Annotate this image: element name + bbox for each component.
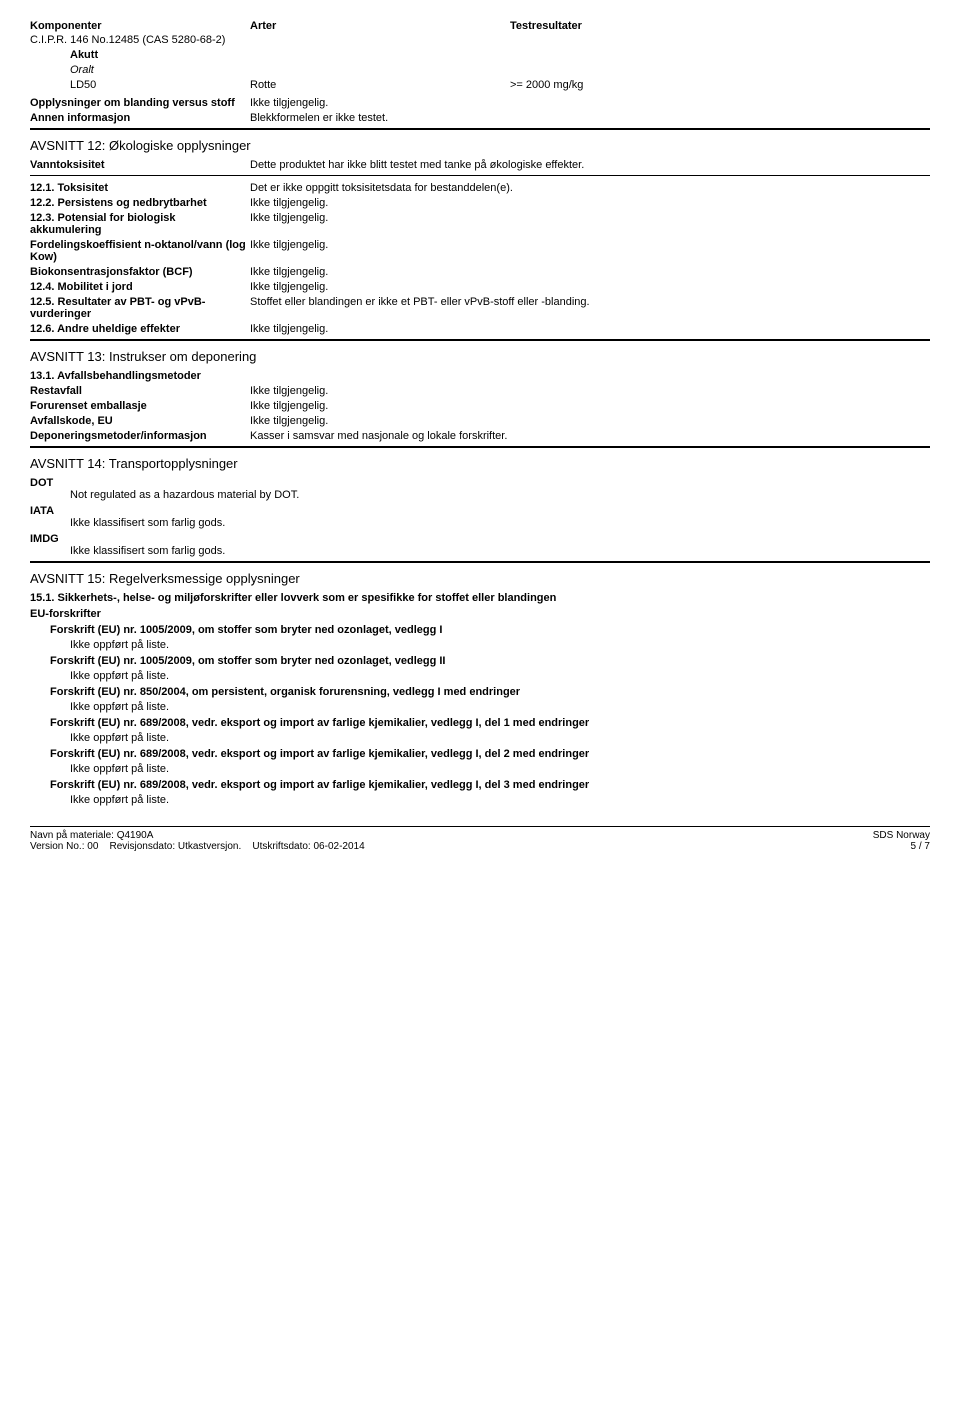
row-biokonsentrasjon: Biokonsentrasjonsfaktor (BCF) Ikke tilgj… [30, 266, 930, 278]
pers-value: Ikke tilgjengelig. [250, 197, 930, 209]
andre-value: Ikke tilgjengelig. [250, 323, 930, 335]
andre-label: 12.6. Andre uheldige effekter [30, 323, 250, 335]
version-no: Version No.: 00 [30, 841, 98, 852]
not-listed-5: Ikke oppført på liste. [70, 763, 930, 775]
row-mobilitet: 12.4. Mobilitet i jord Ikke tilgjengelig… [30, 281, 930, 293]
not-listed-3: Ikke oppført på liste. [70, 701, 930, 713]
material-name: Navn på materiale: Q4190A [30, 830, 365, 841]
pot-label: 12.3. Potensial for biologisk akkumuleri… [30, 212, 250, 236]
pers-label: 12.2. Persistens og nedbrytbarhet [30, 197, 250, 209]
not-listed-1: Ikke oppført på liste. [70, 639, 930, 651]
reg-3: Forskrift (EU) nr. 850/2004, om persiste… [50, 686, 930, 698]
blanding-label: Opplysninger om blanding versus stoff [30, 97, 250, 109]
bio-label: Biokonsentrasjonsfaktor (BCF) [30, 266, 250, 278]
row-vanntoksisitet: Vanntoksisitet Dette produktet har ikke … [30, 159, 930, 171]
ld50-label: LD50 [70, 79, 250, 91]
row-andre: 12.6. Andre uheldige effekter Ikke tilgj… [30, 323, 930, 335]
divider [30, 175, 930, 176]
divider [30, 339, 930, 341]
print-date: Utskriftsdato: 06-02-2014 [252, 841, 364, 852]
rest-label: Restavfall [30, 385, 250, 397]
pbt-value: Stoffet eller blandingen er ikke et PBT-… [250, 296, 930, 320]
avf-value: Ikke tilgjengelig. [250, 415, 930, 427]
section-13-sub: 13.1. Avfallsbehandlingsmetoder [30, 370, 930, 382]
reg-2: Forskrift (EU) nr. 1005/2009, om stoffer… [50, 655, 930, 667]
blanding-value: Ikke tilgjengelig. [250, 97, 930, 109]
vann-label: Vanntoksisitet [30, 159, 250, 171]
reg-1: Forskrift (EU) nr. 1005/2009, om stoffer… [50, 624, 930, 636]
rest-value: Ikke tilgjengelig. [250, 385, 930, 397]
sds-country: SDS Norway [873, 830, 930, 841]
eu-forskrifter-label: EU-forskrifter [30, 608, 930, 620]
section-14-title: AVSNITT 14: Transportopplysninger [30, 456, 930, 471]
row-avfallskode: Avfallskode, EU Ikke tilgjengelig. [30, 415, 930, 427]
footer: Navn på materiale: Q4190A Version No.: 0… [30, 826, 930, 852]
not-listed-4: Ikke oppført på liste. [70, 732, 930, 744]
dep-label: Deponeringsmetoder/informasjon [30, 430, 250, 442]
mob-label: 12.4. Mobilitet i jord [30, 281, 250, 293]
component-name: C.I.P.R. 146 No.12485 (CAS 5280-68-2) [30, 34, 930, 46]
dot-label: DOT [30, 477, 930, 489]
toks-label: 12.1. Toksisitet [30, 182, 250, 194]
bio-value: Ikke tilgjengelig. [250, 266, 930, 278]
section-15-sub: 15.1. Sikkerhets-, helse- og miljøforskr… [30, 592, 930, 604]
iata-label: IATA [30, 505, 930, 517]
pot-value: Ikke tilgjengelig. [250, 212, 930, 236]
row-blanding: Opplysninger om blanding versus stoff Ik… [30, 97, 930, 109]
revision-date: Revisjonsdato: Utkastversjon. [110, 841, 242, 852]
not-listed-2: Ikke oppført på liste. [70, 670, 930, 682]
row-fordelingskoeffisient: Fordelingskoeffisient n-oktanol/vann (lo… [30, 239, 930, 263]
iata-value: Ikke klassifisert som farlig gods. [70, 517, 930, 529]
table-header: Komponenter Arter Testresultater [30, 20, 930, 32]
row-potensial: 12.3. Potensial for biologisk akkumuleri… [30, 212, 930, 236]
dot-value: Not regulated as a hazardous material by… [70, 489, 930, 501]
row-restavfall: Restavfall Ikke tilgjengelig. [30, 385, 930, 397]
reg-4: Forskrift (EU) nr. 689/2008, vedr. ekspo… [50, 717, 930, 729]
oralt-label: Oralt [70, 64, 930, 76]
reg-6: Forskrift (EU) nr. 689/2008, vedr. ekspo… [50, 779, 930, 791]
row-persistens: 12.2. Persistens og nedbrytbarhet Ikke t… [30, 197, 930, 209]
page-number: 5 / 7 [873, 841, 930, 852]
divider [30, 128, 930, 130]
col-arter: Arter [250, 20, 510, 32]
footer-meta: Version No.: 00 Revisjonsdato: Utkastver… [30, 841, 365, 852]
tox-row: LD50 Rotte >= 2000 mg/kg [70, 79, 930, 91]
species-value: Rotte [250, 79, 510, 91]
divider [30, 446, 930, 448]
imdg-label: IMDG [30, 533, 930, 545]
pbt-label: 12.5. Resultater av PBT- og vPvB-vurderi… [30, 296, 250, 320]
ford-value: Ikke tilgjengelig. [250, 239, 930, 263]
footer-left: Navn på materiale: Q4190A Version No.: 0… [30, 830, 365, 852]
annen-label: Annen informasjon [30, 112, 250, 124]
row-pbt: 12.5. Resultater av PBT- og vPvB-vurderi… [30, 296, 930, 320]
ford-label: Fordelingskoeffisient n-oktanol/vann (lo… [30, 239, 250, 263]
footer-right: SDS Norway 5 / 7 [873, 830, 930, 852]
section-13-title: AVSNITT 13: Instrukser om deponering [30, 349, 930, 364]
section-15-title: AVSNITT 15: Regelverksmessige opplysning… [30, 571, 930, 586]
toks-value: Det er ikke oppgitt toksisitetsdata for … [250, 182, 930, 194]
for-label: Forurenset emballasje [30, 400, 250, 412]
vann-value: Dette produktet har ikke blitt testet me… [250, 159, 930, 171]
row-annen: Annen informasjon Blekkformelen er ikke … [30, 112, 930, 124]
col-komponenter: Komponenter [30, 20, 250, 32]
divider [30, 561, 930, 563]
col-testresultater: Testresultater [510, 20, 930, 32]
reg-5: Forskrift (EU) nr. 689/2008, vedr. ekspo… [50, 748, 930, 760]
for-value: Ikke tilgjengelig. [250, 400, 930, 412]
row-toksisitet: 12.1. Toksisitet Det er ikke oppgitt tok… [30, 182, 930, 194]
not-listed-6: Ikke oppført på liste. [70, 794, 930, 806]
dep-value: Kasser i samsvar med nasjonale og lokale… [250, 430, 930, 442]
row-deponering: Deponeringsmetoder/informasjon Kasser i … [30, 430, 930, 442]
result-value: >= 2000 mg/kg [510, 79, 930, 91]
avf-label: Avfallskode, EU [30, 415, 250, 427]
row-forurenset: Forurenset emballasje Ikke tilgjengelig. [30, 400, 930, 412]
imdg-value: Ikke klassifisert som farlig gods. [70, 545, 930, 557]
akutt-label: Akutt [70, 49, 930, 61]
annen-value: Blekkformelen er ikke testet. [250, 112, 930, 124]
section-12-title: AVSNITT 12: Økologiske opplysninger [30, 138, 930, 153]
mob-value: Ikke tilgjengelig. [250, 281, 930, 293]
